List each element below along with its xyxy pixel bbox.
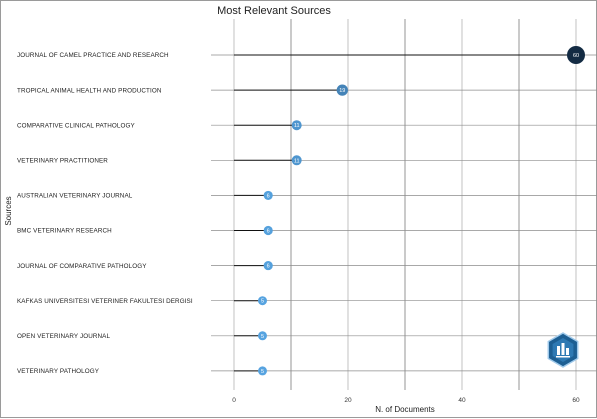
bibliometrix-hex-logo-icon: [547, 332, 579, 368]
lollipop-dot: [258, 331, 267, 341]
y-axis-title: Sources: [4, 196, 13, 225]
data-label: 11: [294, 123, 300, 129]
category-labels: JOURNAL OF CAMEL PRACTICE AND RESEARCH TR…: [17, 52, 193, 375]
data-label: 6: [267, 193, 270, 199]
chart-title: Most Relevant Sources: [217, 5, 331, 17]
lollipop-dot: [258, 296, 267, 306]
x-axis-title: N. of Documents: [375, 405, 435, 414]
category-label: AUSTRALIAN VETERINARY JOURNAL: [17, 193, 133, 200]
data-label: 11: [294, 158, 300, 164]
data-label: 60: [573, 53, 579, 59]
lollipop-dot: [336, 84, 348, 96]
category-label: COMPARATIVE CLINICAL PATHOLOGY: [17, 122, 135, 129]
category-label: VETERINARY PATHOLOGY: [17, 368, 100, 375]
category-label: TROPICAL ANIMAL HEALTH AND PRODUCTION: [17, 87, 162, 94]
lollipop-dot: [263, 225, 273, 236]
data-label: 5: [261, 369, 264, 375]
data-label: 5: [261, 299, 264, 305]
lollipop-dot: [291, 120, 302, 131]
category-label: OPEN VETERINARY JOURNAL: [17, 333, 110, 340]
lollipop-dot: [291, 155, 302, 166]
x-tick-label: 20: [344, 397, 352, 404]
category-label: KAFKAS UNIVERSITESI VETERINER FAKULTESI …: [17, 298, 193, 305]
data-label: 6: [267, 229, 270, 235]
category-label: JOURNAL OF CAMEL PRACTICE AND RESEARCH: [17, 52, 169, 59]
dots: 60 19 11 11 6 6 6 5 5 5: [258, 46, 585, 376]
grid: [211, 19, 597, 390]
data-label: 19: [339, 88, 345, 94]
category-label: BMC VETERINARY RESEARCH: [17, 228, 112, 235]
lollipop-dot: [567, 46, 585, 64]
stems: [234, 54, 576, 372]
data-label: 6: [267, 264, 270, 270]
category-label: VETERINARY PRACTITIONER: [17, 158, 108, 165]
x-tick-label: 0: [232, 397, 236, 404]
lollipop-dot: [263, 261, 273, 271]
x-tick-label: 40: [458, 397, 466, 404]
lollipop-dot: [258, 366, 267, 376]
lollipop-dot: [263, 190, 273, 200]
x-tick-labels: 0 20 40 60: [232, 397, 580, 404]
data-label: 5: [261, 334, 264, 340]
category-label: JOURNAL OF COMPARATIVE PATHOLOGY: [17, 263, 147, 270]
x-tick-label: 60: [572, 397, 580, 404]
